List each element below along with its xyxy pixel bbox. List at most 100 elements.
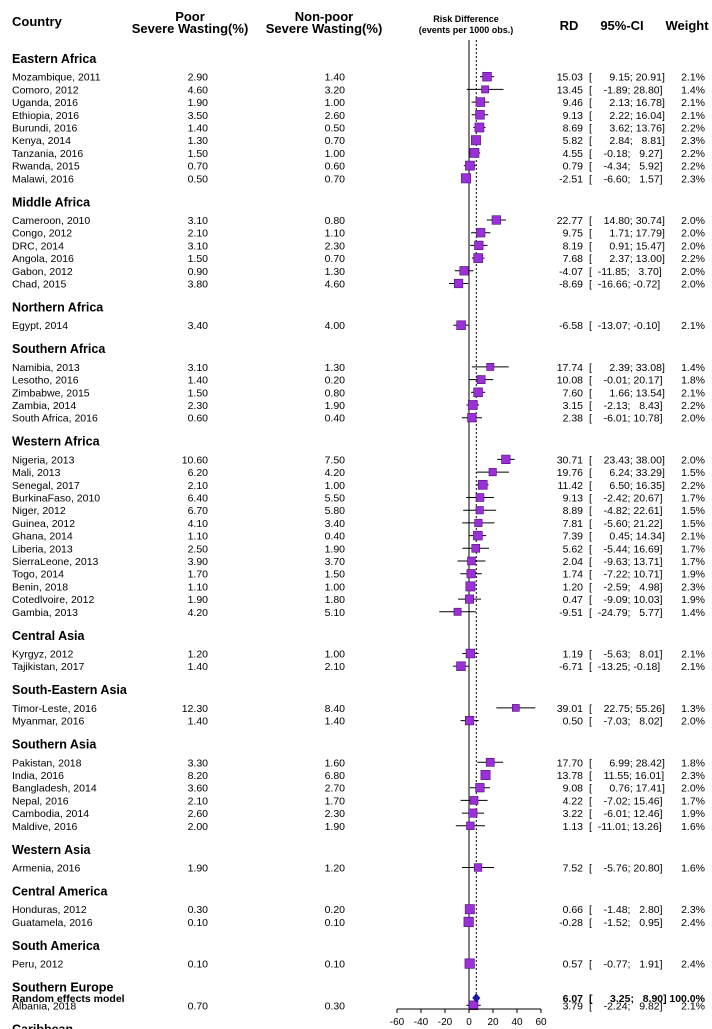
nonpoor-value: 1.00 [325,649,346,661]
poor-value: 0.60 [188,413,209,425]
group-heading: Western Africa [12,435,101,449]
study-label: Burundi, 2016 [12,123,78,135]
study-label: Albania, 2018 [12,1000,76,1012]
poor-value: 1.50 [188,253,209,265]
rd-value: 39.01 [557,703,583,715]
nonpoor-value: 4.60 [325,279,346,291]
rd-value: 17.70 [557,757,583,769]
rd-value: 9.13 [563,493,584,505]
nonpoor-value: 4.00 [325,320,346,332]
poor-value: 1.50 [188,148,209,160]
effect-box [459,266,469,276]
pooled-weight-value: 100.0% [669,993,705,1005]
effect-box [476,228,486,238]
group-heading: South America [12,939,101,953]
effect-box [473,253,484,263]
effect-box [475,97,486,107]
nonpoor-value: 5.10 [325,607,346,619]
weight-value: 2.1% [681,72,705,84]
nonpoor-value: 1.90 [325,400,346,412]
study-label: Lesotho, 2016 [12,375,79,387]
rd-value: 19.76 [557,467,583,479]
group-heading: Eastern Africa [12,52,97,66]
rd-value: 0.66 [563,904,584,916]
rd-value: 1.74 [563,569,584,581]
weight-value: 2.3% [681,581,705,593]
rd-value: 3.22 [563,808,584,820]
weight-value: 2.1% [681,320,705,332]
poor-value: 6.20 [188,467,209,479]
header-rd: RD [560,18,579,33]
effect-box [471,135,481,146]
study-label: Niger, 2012 [12,505,66,517]
rd-value: 0.47 [563,594,584,606]
study-label: Nigeria, 2013 [12,454,75,466]
header-poor-line2: Severe Wasting(%) [132,21,249,36]
study-label: Honduras, 2012 [12,904,87,916]
study-label: Tanzania, 2016 [12,148,83,160]
poor-value: 3.60 [188,783,209,795]
nonpoor-value: 0.60 [325,161,346,173]
study-label: India, 2016 [12,770,64,782]
rd-value: -6.58 [559,320,583,332]
rd-value: 3.79 [563,1000,584,1012]
study-label: Malawi, 2016 [12,173,74,185]
weight-value: 1.7% [681,795,705,807]
poor-value: 4.20 [188,607,209,619]
rd-value: -4.07 [559,266,583,278]
study-label: DRC, 2014 [12,240,64,252]
study-label: Benin, 2018 [12,581,68,593]
nonpoor-value: 2.70 [325,783,346,795]
poor-value: 3.50 [188,110,209,122]
poor-value: 3.80 [188,279,209,291]
ci-value: [ -5.60; 21.22] [589,518,663,530]
study-label: Gabon, 2012 [12,266,73,278]
nonpoor-value: 0.10 [325,917,346,929]
effect-box [468,1000,479,1011]
effect-box [453,278,464,289]
poor-value: 2.10 [188,228,209,240]
weight-value: 2.2% [681,148,705,160]
ci-value: [ -6.01; 12.46] [589,808,663,820]
study-label: Maldive, 2016 [12,821,78,833]
ci-value: [ 2.84; 8.81] [589,135,665,147]
group-heading: Western Asia [12,843,92,857]
pooled-diamond [472,993,481,1003]
ci-value: [ 2.39; 33.08] [589,362,665,374]
effect-box [466,821,475,830]
weight-value: 2.2% [681,253,705,265]
nonpoor-value: 0.20 [325,375,346,387]
rd-value: 8.19 [563,240,584,252]
study-label: Bangladesh, 2014 [12,783,97,795]
nonpoor-value: 7.50 [325,454,346,466]
nonpoor-value: 1.40 [325,716,346,728]
rd-value: 9.13 [563,110,584,122]
study-label: Egypt, 2014 [12,320,68,332]
study-label: Cameroon, 2010 [12,215,90,227]
effect-box [468,808,478,818]
study-label: Kyrgyz, 2012 [12,649,73,661]
nonpoor-value: 1.00 [325,581,346,593]
weight-value: 1.9% [681,569,705,581]
effect-box [477,479,488,490]
nonpoor-value: 2.60 [325,110,346,122]
study-label: Mali, 2013 [12,467,61,479]
effect-box [469,796,479,805]
ci-value: [ 3.62; 13.76] [589,123,665,135]
effect-box [474,240,484,251]
x-tick-label: 20 [487,1017,499,1028]
effect-box [475,506,484,515]
study-label: Togo, 2014 [12,569,64,581]
poor-value: 3.10 [188,362,209,374]
weight-value: 1.4% [681,362,705,374]
poor-value: 3.10 [188,240,209,252]
effect-box [453,607,462,616]
ci-value: [ -6.01; 10.78] [589,413,663,425]
ci-value: [ -24.79; 5.77] [589,607,663,619]
poor-value: 1.40 [188,716,209,728]
rd-value: 8.69 [563,123,584,135]
group-heading: South-Eastern Asia [12,683,128,697]
group-heading: Southern Europe [12,981,113,995]
study-label: Armenia, 2016 [12,863,80,875]
poor-value: 0.10 [188,917,209,929]
